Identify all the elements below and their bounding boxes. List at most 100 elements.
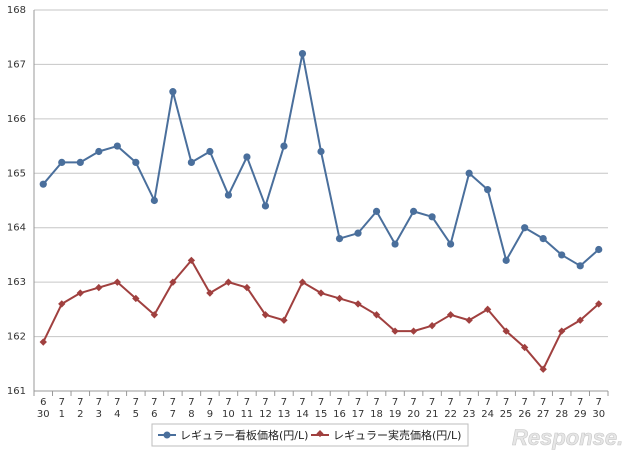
data-point (391, 240, 399, 248)
x-tick-label-day: 6 (151, 409, 157, 420)
x-tick-label-month: 7 (318, 397, 324, 408)
data-point (206, 147, 214, 156)
x-tick-label-day: 29 (574, 409, 587, 420)
x-tick-label-month: 7 (207, 397, 213, 408)
data-point (335, 235, 344, 243)
x-tick-label-day: 3 (96, 409, 102, 420)
watermark-text: Response. (512, 425, 623, 450)
x-tick-label-month: 7 (373, 397, 379, 408)
x-tick-label-month: 7 (521, 397, 527, 408)
x-tick-label-day: 19 (389, 409, 402, 420)
x-tick-label-month: 7 (466, 397, 472, 408)
data-point (558, 327, 566, 335)
data-point (335, 294, 344, 303)
x-tick-label-month: 7 (299, 397, 305, 408)
x-tick-label-day: 2 (77, 409, 83, 420)
x-tick-label-month: 7 (429, 397, 435, 408)
y-tick-label: 168 (7, 5, 26, 16)
y-tick-label: 161 (7, 386, 26, 397)
data-point (521, 224, 529, 232)
data-point (187, 158, 195, 166)
data-point (502, 256, 510, 264)
data-point (76, 289, 84, 297)
x-tick-label-month: 7 (244, 397, 250, 408)
x-tick-label-day: 13 (278, 409, 291, 420)
x-tick-label-day: 18 (370, 409, 383, 420)
data-point (76, 158, 84, 166)
data-point (95, 147, 103, 156)
x-tick-label-day: 12 (259, 409, 272, 420)
y-tick-label: 163 (7, 277, 26, 288)
x-tick-label-month: 7 (336, 397, 342, 408)
x-tick-label-day: 23 (463, 409, 476, 420)
data-point (539, 365, 547, 373)
x-tick-label-day: 30 (37, 409, 50, 420)
x-tick-label-day: 16 (333, 409, 346, 420)
data-point (465, 169, 473, 177)
x-tick-label-day: 4 (114, 409, 120, 420)
data-point (428, 213, 436, 221)
legend: レギュラー看板価格(円/L) レギュラー実売価格(円/L) (151, 423, 469, 447)
data-point (39, 338, 47, 346)
data-point (113, 142, 121, 150)
x-tick-label-day: 14 (296, 409, 309, 420)
y-tick-label: 165 (7, 168, 26, 179)
x-tick-label-month: 7 (540, 397, 546, 408)
x-tick-label-month: 6 (40, 397, 46, 408)
data-point (298, 278, 307, 286)
data-point (132, 158, 140, 166)
x-tick-label-day: 17 (352, 409, 365, 420)
x-tick-label-month: 7 (77, 397, 83, 408)
data-point (372, 311, 381, 319)
x-tick-label-month: 7 (577, 397, 583, 408)
x-tick-label-month: 7 (151, 397, 157, 408)
data-point (280, 142, 288, 150)
x-tick-label-month: 7 (262, 397, 268, 408)
data-point (224, 278, 233, 286)
x-tick-label-month: 7 (596, 397, 602, 408)
data-point (58, 158, 66, 166)
data-point (447, 240, 455, 248)
data-point (595, 300, 603, 308)
x-tick-label-month: 7 (559, 397, 565, 408)
x-tick-label-month: 7 (281, 397, 287, 408)
x-tick-label-day: 26 (518, 409, 531, 420)
data-point (317, 147, 325, 156)
data-point (243, 283, 251, 292)
data-point (502, 327, 510, 335)
data-point (317, 289, 325, 297)
legend-item-signboard: レギュラー看板価格(円/L) (158, 428, 308, 442)
data-point (409, 207, 418, 215)
data-point (261, 202, 270, 210)
data-point (576, 316, 584, 324)
data-point (113, 278, 121, 286)
data-point (539, 235, 547, 243)
data-point (354, 229, 362, 237)
x-tick-label-month: 7 (392, 397, 398, 408)
x-tick-label-day: 21 (426, 409, 439, 420)
data-point (576, 262, 584, 270)
x-tick-label-day: 27 (537, 409, 550, 420)
legend-label-signboard: レギュラー看板価格(円/L) (180, 428, 308, 442)
x-tick-label-month: 7 (170, 397, 176, 408)
y-tick-label: 166 (7, 114, 26, 125)
x-tick-label-month: 7 (133, 397, 139, 408)
series-line (42, 259, 600, 371)
y-tick-label: 167 (7, 59, 26, 70)
data-point (132, 294, 140, 303)
x-tick-label-day: 1 (59, 409, 65, 420)
legend-item-actual: レギュラー実売価格(円/L) (311, 428, 461, 442)
data-point (558, 251, 566, 259)
data-point (95, 283, 103, 292)
data-point (169, 88, 177, 96)
x-tick-label-month: 7 (59, 397, 65, 408)
legend-label-actual: レギュラー実売価格(円/L) (333, 428, 461, 442)
data-point (206, 289, 214, 297)
x-tick-labels: 6307172737475767778797107117127137147157… (37, 397, 605, 420)
data-point (391, 327, 399, 335)
data-point (169, 278, 177, 286)
data-point (595, 245, 603, 254)
data-point (521, 343, 529, 352)
data-point (280, 316, 288, 324)
